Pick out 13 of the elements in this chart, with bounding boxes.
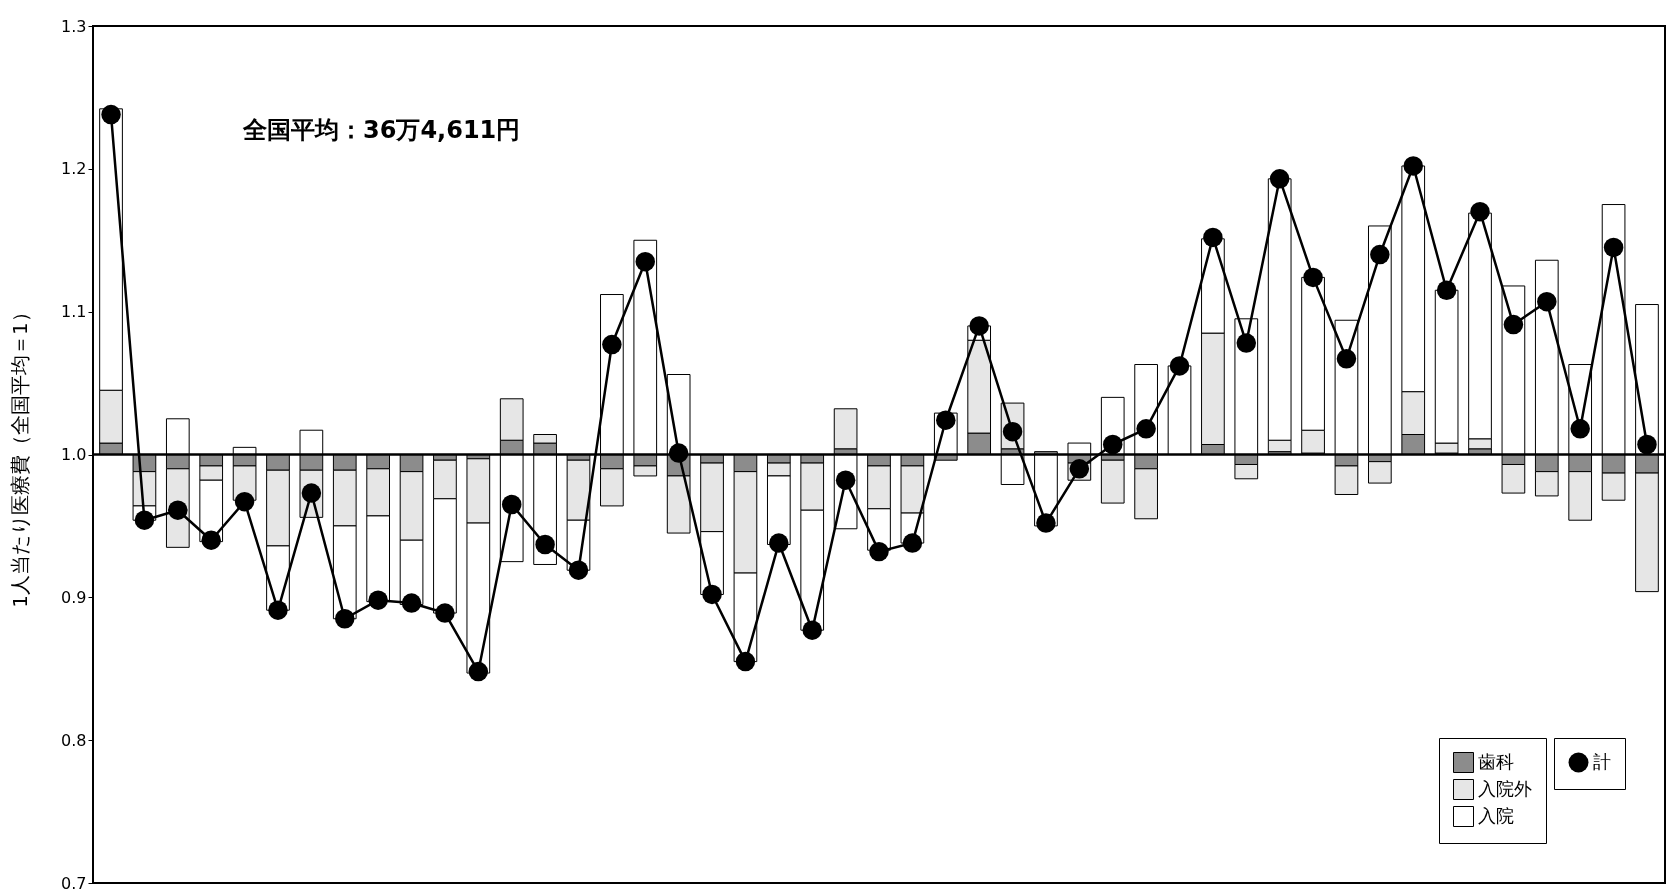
y-axis-title: 1人当たり医療費（全国平均＝1） xyxy=(8,302,33,608)
legend-label: 計 xyxy=(1593,750,1611,772)
y-tick-label: 1.0 xyxy=(61,445,87,464)
y-tick-label: 0.7 xyxy=(61,873,87,893)
legend-label: 入院外 xyxy=(1478,777,1532,799)
y-tick-label: 1.3 xyxy=(61,16,87,36)
legend-label: 歯科 xyxy=(1478,750,1514,772)
y-tick-label: 1.2 xyxy=(61,159,87,179)
legend-label: 入院 xyxy=(1478,804,1514,826)
y-tick-label: 0.9 xyxy=(61,587,87,607)
annotation: 全国平均：36万4,611円 xyxy=(242,116,521,144)
y-tick-label: 1.1 xyxy=(61,302,87,322)
y-tick-label: 0.8 xyxy=(61,730,87,750)
